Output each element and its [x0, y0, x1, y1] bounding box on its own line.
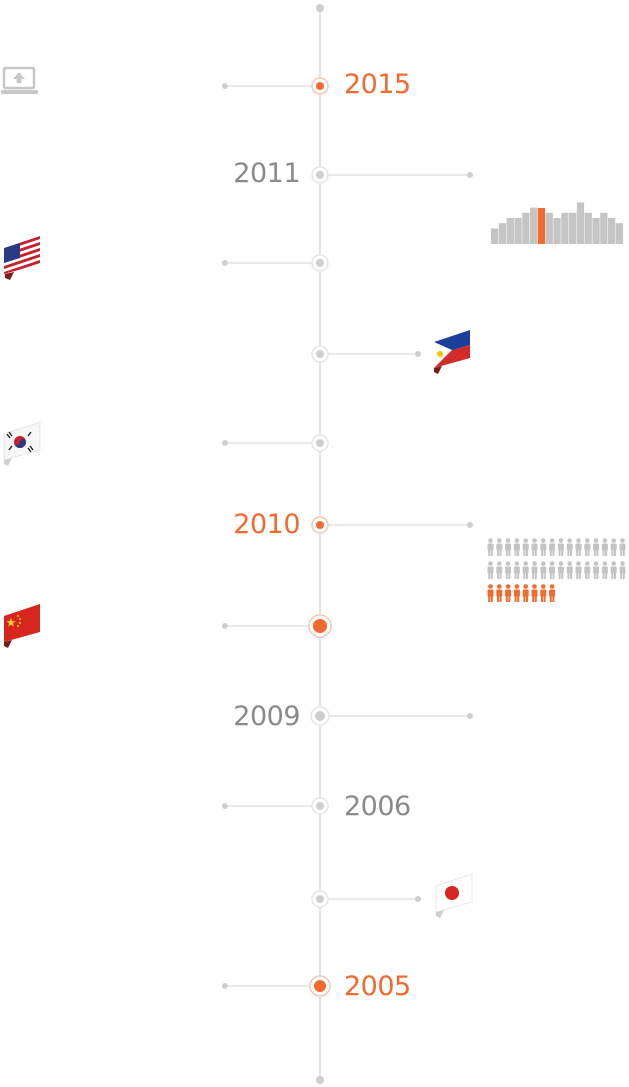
person-figure	[619, 561, 626, 579]
branch-end-dot	[222, 83, 228, 89]
person-figure	[522, 584, 529, 602]
bar	[608, 218, 616, 244]
timeline-node	[316, 259, 324, 267]
timeline-node	[316, 171, 324, 179]
bar	[506, 218, 514, 244]
person-figure	[593, 561, 600, 579]
timeline-node	[316, 82, 324, 90]
branch-end-dot	[467, 522, 473, 528]
person-figure	[487, 584, 494, 602]
person-figure	[584, 538, 591, 556]
bar	[584, 212, 592, 244]
person-figure	[557, 561, 564, 579]
person-figure	[531, 538, 538, 556]
bar	[569, 212, 577, 244]
person-figure	[540, 538, 547, 556]
branch-end-dot	[222, 623, 228, 629]
bar	[514, 218, 522, 244]
person-figure	[575, 538, 582, 556]
branch-end-dot	[415, 351, 421, 357]
japan-flag-icon	[435, 873, 473, 918]
person-figure	[601, 561, 608, 579]
year-2006: 2006	[344, 791, 411, 822]
timeline-node	[314, 980, 326, 992]
person-figure	[513, 561, 520, 579]
bar	[530, 207, 538, 244]
bar	[522, 212, 530, 244]
timeline-top-end	[316, 4, 324, 12]
person-figure	[549, 538, 556, 556]
person-figure	[487, 561, 494, 579]
person-figure	[505, 584, 512, 602]
branch-end-dot	[415, 896, 421, 902]
usa-flag-icon	[4, 236, 40, 280]
person-figure	[531, 584, 538, 602]
timeline-node	[315, 711, 325, 721]
person-figure	[522, 538, 529, 556]
bar	[600, 212, 608, 244]
bar	[592, 218, 600, 244]
timeline-node	[316, 802, 324, 810]
year-2015: 2015	[344, 69, 411, 100]
person-figure	[549, 561, 556, 579]
bar	[561, 212, 569, 244]
branch-end-dot	[222, 983, 228, 989]
branch-end-dot	[222, 803, 228, 809]
person-figure	[496, 561, 503, 579]
person-figure	[505, 561, 512, 579]
bar-chart-icon	[491, 202, 624, 244]
person-figure	[575, 561, 582, 579]
bar	[576, 202, 585, 244]
person-figure	[584, 561, 591, 579]
china-flag-icon	[4, 604, 40, 648]
bar	[615, 223, 624, 244]
branch-end-dot	[222, 260, 228, 266]
person-figure	[540, 584, 547, 602]
person-figure	[487, 538, 494, 556]
person-figure	[513, 584, 520, 602]
branch-end-dot	[467, 713, 473, 719]
people-pictogram-icon	[487, 538, 626, 602]
timeline-node	[316, 895, 324, 903]
year-2010: 2010	[233, 509, 300, 540]
bar	[498, 223, 507, 244]
timeline-node	[316, 350, 324, 358]
year-2011: 2011	[233, 158, 300, 189]
laptop-upload-icon	[1, 66, 38, 94]
person-figure	[496, 538, 503, 556]
person-figure	[513, 538, 520, 556]
person-figure	[531, 561, 538, 579]
bar	[491, 228, 499, 244]
year-2009: 2009	[233, 701, 300, 732]
person-figure	[566, 538, 573, 556]
person-figure	[522, 561, 529, 579]
person-figure	[610, 538, 617, 556]
person-figure	[601, 538, 608, 556]
philippines-flag-icon	[434, 330, 470, 374]
year-2005: 2005	[344, 971, 411, 1002]
south-korea-flag-icon	[3, 421, 41, 466]
timeline-bottom-end	[316, 1076, 324, 1084]
bar	[553, 218, 561, 244]
branch-end-dot	[467, 172, 473, 178]
timeline-node	[313, 619, 327, 633]
person-figure	[610, 561, 617, 579]
person-figure	[557, 538, 564, 556]
bar	[545, 212, 553, 244]
person-figure	[505, 538, 512, 556]
person-figure	[593, 538, 600, 556]
person-figure	[619, 538, 626, 556]
person-figure	[566, 561, 573, 579]
timeline-node	[316, 439, 324, 447]
bar	[537, 208, 546, 244]
person-figure	[496, 584, 503, 602]
person-figure	[540, 561, 547, 579]
timeline-node	[316, 521, 324, 529]
person-figure	[549, 584, 556, 602]
branch-end-dot	[222, 440, 228, 446]
